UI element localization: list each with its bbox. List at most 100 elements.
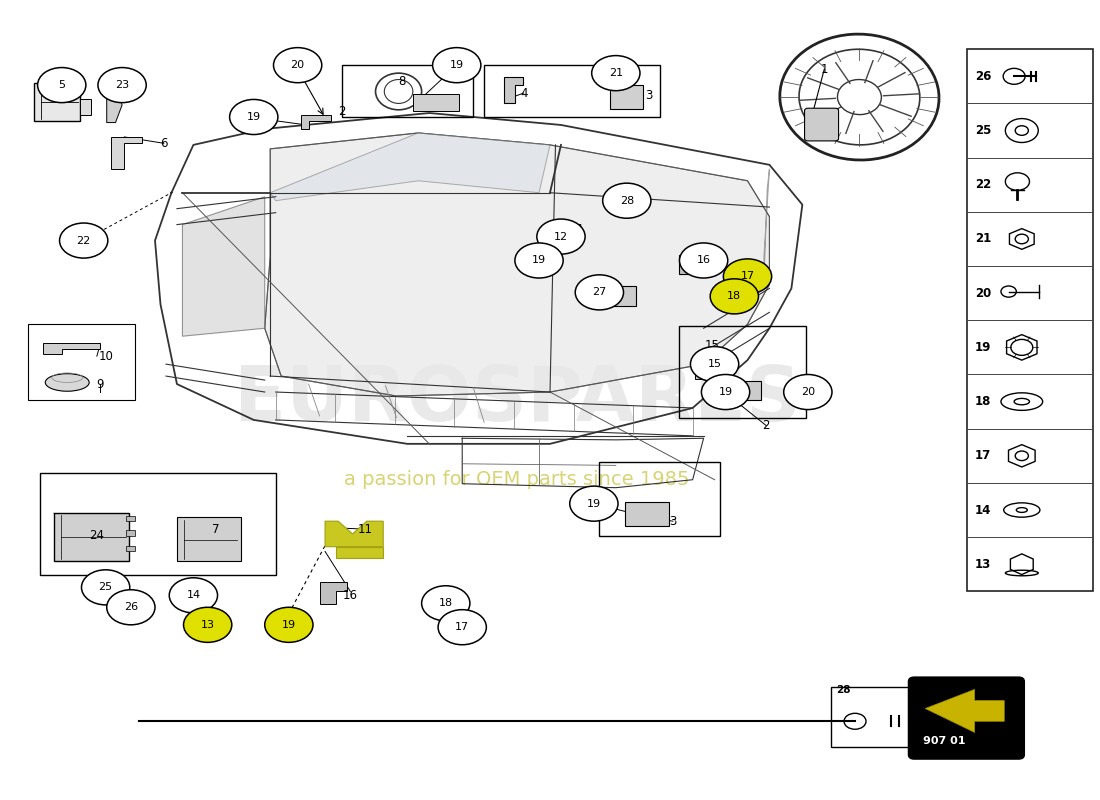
Text: 25: 25	[99, 582, 112, 592]
Text: 5: 5	[58, 80, 65, 90]
Polygon shape	[680, 255, 717, 274]
Circle shape	[37, 67, 86, 102]
Polygon shape	[43, 342, 100, 354]
Polygon shape	[265, 133, 769, 396]
Circle shape	[783, 374, 832, 410]
Text: 19: 19	[450, 60, 464, 70]
FancyBboxPatch shape	[126, 546, 135, 551]
Polygon shape	[504, 77, 522, 103]
Text: 19: 19	[532, 255, 546, 266]
Circle shape	[592, 56, 640, 90]
Text: 19: 19	[246, 112, 261, 122]
Text: 15: 15	[705, 339, 719, 352]
Text: 2: 2	[762, 419, 770, 432]
Circle shape	[438, 610, 486, 645]
Circle shape	[230, 99, 278, 134]
Text: 28: 28	[836, 685, 851, 694]
Text: 25: 25	[975, 124, 991, 137]
Text: 10: 10	[98, 350, 113, 362]
Text: 20: 20	[975, 286, 991, 300]
Polygon shape	[925, 690, 1004, 733]
Text: 12: 12	[554, 231, 568, 242]
FancyBboxPatch shape	[610, 85, 643, 109]
Text: 17: 17	[233, 118, 249, 131]
Circle shape	[169, 578, 218, 613]
Text: 24: 24	[89, 529, 104, 542]
Polygon shape	[183, 197, 265, 336]
Text: 16: 16	[696, 255, 711, 266]
Text: 3: 3	[645, 89, 652, 102]
Text: 7: 7	[211, 522, 219, 536]
Text: 22: 22	[77, 235, 91, 246]
Text: 26: 26	[975, 70, 991, 83]
Text: a passion for OEM parts since 1985: a passion for OEM parts since 1985	[344, 470, 690, 490]
Text: 16: 16	[343, 589, 358, 602]
FancyBboxPatch shape	[592, 286, 636, 306]
Text: 19: 19	[282, 620, 296, 630]
Polygon shape	[764, 169, 769, 281]
Text: 28: 28	[619, 196, 634, 206]
Text: 14: 14	[975, 503, 991, 517]
Circle shape	[98, 67, 146, 102]
Circle shape	[711, 279, 759, 314]
Text: 21: 21	[608, 68, 623, 78]
Circle shape	[691, 346, 739, 382]
Circle shape	[265, 607, 313, 642]
FancyBboxPatch shape	[54, 514, 129, 561]
Circle shape	[570, 486, 618, 521]
Text: 17: 17	[975, 450, 991, 462]
Text: 20: 20	[801, 387, 815, 397]
FancyBboxPatch shape	[625, 502, 669, 526]
Circle shape	[107, 590, 155, 625]
Text: 8: 8	[398, 74, 406, 88]
Text: 23: 23	[116, 80, 129, 90]
FancyBboxPatch shape	[34, 82, 80, 121]
Circle shape	[515, 243, 563, 278]
Circle shape	[724, 259, 771, 294]
Text: 22: 22	[975, 178, 991, 191]
FancyBboxPatch shape	[80, 98, 91, 114]
Text: EUROSPARES: EUROSPARES	[233, 363, 801, 437]
Circle shape	[702, 374, 750, 410]
Circle shape	[184, 607, 232, 642]
FancyBboxPatch shape	[126, 515, 135, 521]
Circle shape	[421, 586, 470, 621]
FancyBboxPatch shape	[695, 366, 706, 379]
Circle shape	[274, 48, 322, 82]
Text: 6: 6	[160, 137, 167, 150]
Text: 19: 19	[975, 341, 991, 354]
Text: 13: 13	[200, 620, 214, 630]
FancyBboxPatch shape	[909, 678, 1024, 758]
FancyBboxPatch shape	[967, 50, 1093, 591]
Text: 907 01: 907 01	[923, 736, 966, 746]
Text: 19: 19	[586, 498, 601, 509]
Text: 13: 13	[975, 558, 991, 570]
Circle shape	[537, 219, 585, 254]
Polygon shape	[326, 521, 383, 546]
Text: 17: 17	[455, 622, 470, 632]
Text: 20: 20	[290, 60, 305, 70]
Text: 11: 11	[359, 522, 373, 536]
Text: 17: 17	[740, 271, 755, 282]
Polygon shape	[550, 225, 581, 253]
Circle shape	[81, 570, 130, 605]
Text: 2: 2	[338, 105, 345, 118]
Text: 18: 18	[439, 598, 453, 608]
Circle shape	[432, 48, 481, 82]
Polygon shape	[271, 133, 550, 201]
Text: 14: 14	[186, 590, 200, 600]
FancyBboxPatch shape	[715, 381, 761, 400]
Text: 1: 1	[821, 62, 828, 76]
FancyBboxPatch shape	[126, 530, 135, 535]
Polygon shape	[111, 137, 142, 169]
Text: 3: 3	[669, 514, 676, 528]
Text: 19: 19	[718, 387, 733, 397]
Text: 15: 15	[707, 359, 722, 369]
FancyBboxPatch shape	[830, 687, 910, 746]
Polygon shape	[301, 114, 331, 129]
Polygon shape	[320, 582, 346, 604]
Text: 9: 9	[97, 378, 103, 390]
FancyBboxPatch shape	[804, 108, 838, 141]
Text: 27: 27	[592, 287, 606, 298]
Circle shape	[603, 183, 651, 218]
